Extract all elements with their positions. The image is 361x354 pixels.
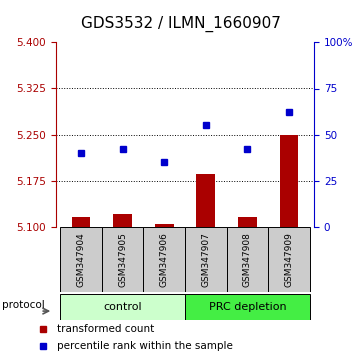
- Text: GSM347904: GSM347904: [77, 232, 86, 287]
- Text: GSM347905: GSM347905: [118, 232, 127, 287]
- Bar: [102, 227, 143, 292]
- Text: percentile rank within the sample: percentile rank within the sample: [57, 341, 233, 350]
- Bar: [60, 294, 185, 320]
- Bar: [196, 175, 215, 227]
- Bar: [280, 135, 299, 227]
- Text: GSM347906: GSM347906: [160, 232, 169, 287]
- Bar: [113, 214, 132, 227]
- Bar: [155, 224, 174, 227]
- Bar: [71, 217, 90, 227]
- Bar: [238, 217, 257, 227]
- Text: GDS3532 / ILMN_1660907: GDS3532 / ILMN_1660907: [81, 16, 280, 32]
- Bar: [185, 227, 227, 292]
- Text: GSM347908: GSM347908: [243, 232, 252, 287]
- Text: GSM347909: GSM347909: [284, 232, 293, 287]
- Text: protocol: protocol: [2, 300, 44, 310]
- Bar: [143, 227, 185, 292]
- Bar: [227, 227, 268, 292]
- Bar: [268, 227, 310, 292]
- Bar: [185, 294, 310, 320]
- Text: GSM347907: GSM347907: [201, 232, 210, 287]
- Text: control: control: [103, 302, 142, 312]
- Text: PRC depletion: PRC depletion: [209, 302, 286, 312]
- Text: transformed count: transformed count: [57, 324, 155, 334]
- Bar: [60, 227, 102, 292]
